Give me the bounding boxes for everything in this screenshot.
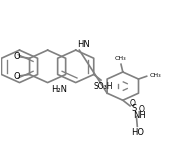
- Text: CH₃: CH₃: [115, 56, 126, 61]
- Text: S: S: [131, 104, 136, 113]
- Text: O: O: [138, 105, 144, 114]
- Text: NH: NH: [133, 111, 146, 120]
- Text: O: O: [14, 72, 20, 81]
- Text: HO: HO: [131, 128, 144, 138]
- Text: O: O: [14, 52, 20, 61]
- Text: O: O: [130, 99, 136, 108]
- Text: H₂N: H₂N: [51, 85, 67, 94]
- Text: SO₃H: SO₃H: [94, 82, 114, 91]
- Text: HN: HN: [77, 40, 90, 49]
- Text: CH₃: CH₃: [149, 73, 161, 78]
